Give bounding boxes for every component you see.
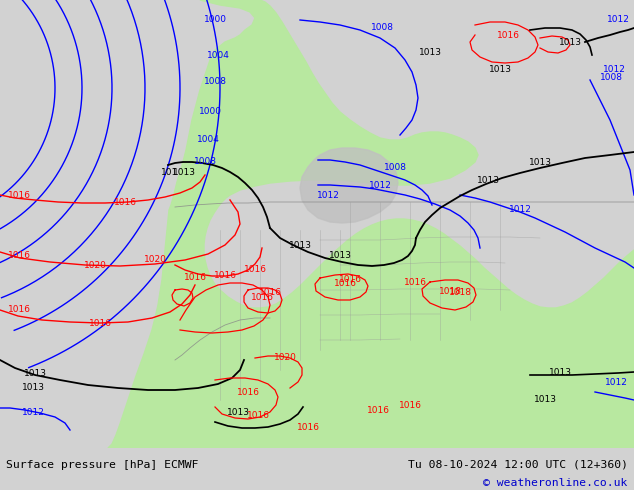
Text: 1013: 1013 xyxy=(226,408,250,417)
Text: 1004: 1004 xyxy=(207,50,230,59)
Text: 1012: 1012 xyxy=(602,65,625,74)
Text: 1013: 1013 xyxy=(328,251,351,260)
Text: 1013: 1013 xyxy=(418,48,441,57)
Text: 1016: 1016 xyxy=(399,401,422,410)
Text: 1016: 1016 xyxy=(333,279,356,288)
Text: 1013: 1013 xyxy=(23,369,46,378)
Text: 1008: 1008 xyxy=(370,23,394,32)
Text: 1008: 1008 xyxy=(193,157,216,167)
Text: 101: 101 xyxy=(162,168,179,177)
Text: 1008: 1008 xyxy=(600,73,623,82)
Text: 1004: 1004 xyxy=(197,136,219,145)
Text: 1016: 1016 xyxy=(403,278,427,287)
Text: 1016: 1016 xyxy=(250,293,273,302)
Text: 1013: 1013 xyxy=(489,65,512,74)
Text: 1016: 1016 xyxy=(366,406,389,415)
Text: 1013: 1013 xyxy=(288,241,311,250)
Text: 1012: 1012 xyxy=(605,378,628,387)
Text: 1013: 1013 xyxy=(477,176,500,185)
Text: 1008: 1008 xyxy=(204,77,226,87)
Text: 1013: 1013 xyxy=(529,158,552,167)
Text: 1016: 1016 xyxy=(214,271,236,280)
Text: 1016: 1016 xyxy=(8,251,31,260)
Text: 1020: 1020 xyxy=(84,261,107,270)
Text: 1000: 1000 xyxy=(204,16,226,24)
Text: 1012: 1012 xyxy=(316,191,339,200)
Polygon shape xyxy=(108,0,634,448)
Text: 1018: 1018 xyxy=(439,287,462,296)
Text: 1020: 1020 xyxy=(143,255,167,264)
Text: 1016: 1016 xyxy=(243,265,266,274)
Text: 1013: 1013 xyxy=(172,168,195,177)
Text: 1016: 1016 xyxy=(89,319,112,328)
Text: 1013: 1013 xyxy=(548,368,571,377)
Polygon shape xyxy=(300,148,398,223)
Text: 1013: 1013 xyxy=(533,395,557,404)
Text: 1016: 1016 xyxy=(339,275,361,284)
Text: 1016: 1016 xyxy=(496,31,519,40)
Text: © weatheronline.co.uk: © weatheronline.co.uk xyxy=(483,478,628,488)
Text: 1012: 1012 xyxy=(368,181,391,190)
Text: 1012: 1012 xyxy=(607,15,630,24)
Text: 1016: 1016 xyxy=(247,411,269,420)
Text: 1016: 1016 xyxy=(236,388,259,397)
Text: Tu 08-10-2024 12:00 UTC (12+360): Tu 08-10-2024 12:00 UTC (12+360) xyxy=(408,460,628,470)
Text: 1018: 1018 xyxy=(448,288,472,297)
Text: 1008: 1008 xyxy=(384,163,406,172)
Text: 1016: 1016 xyxy=(8,191,31,200)
Text: 1013: 1013 xyxy=(22,383,45,392)
Text: 1012: 1012 xyxy=(22,408,45,417)
Text: 1016: 1016 xyxy=(113,198,136,207)
Text: 1016: 1016 xyxy=(8,305,31,314)
Text: 1016: 1016 xyxy=(183,273,207,282)
Text: 1020: 1020 xyxy=(273,353,297,362)
Text: 1012: 1012 xyxy=(508,205,531,214)
Text: 1016: 1016 xyxy=(297,423,320,432)
Text: Surface pressure [hPa] ECMWF: Surface pressure [hPa] ECMWF xyxy=(6,460,199,470)
Text: 1000: 1000 xyxy=(198,107,221,117)
Text: 1013: 1013 xyxy=(559,38,581,47)
Text: 1016: 1016 xyxy=(259,288,281,297)
